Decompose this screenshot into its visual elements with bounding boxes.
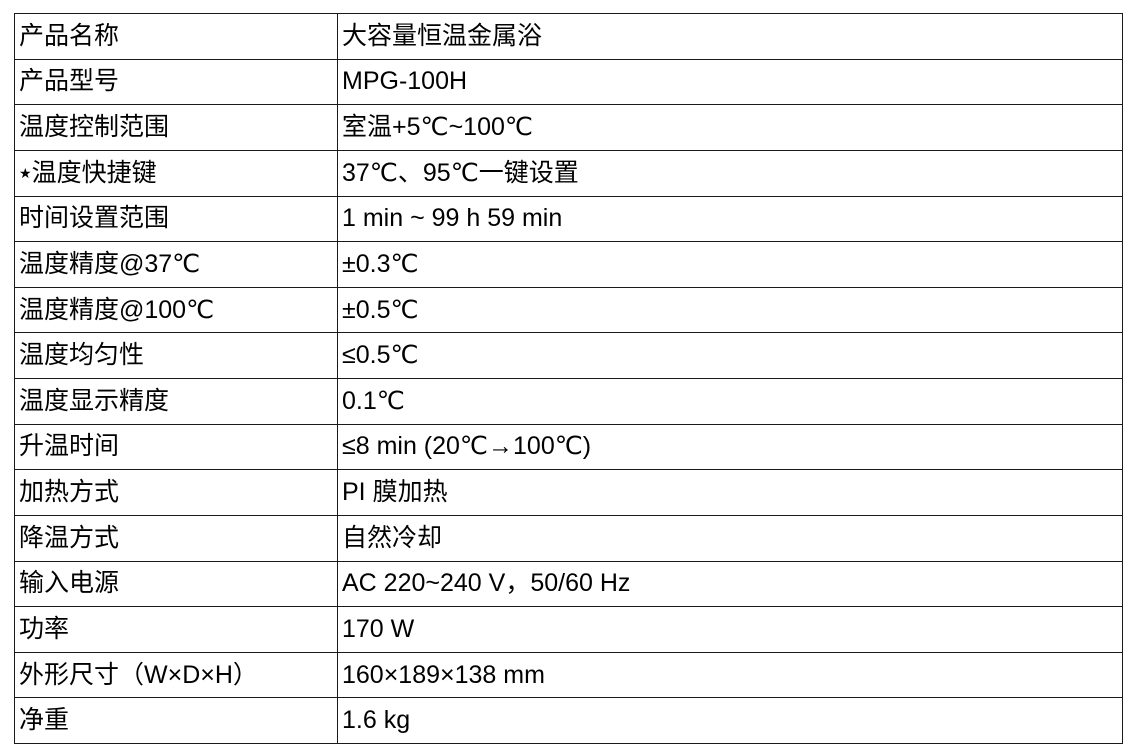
table-row: 外形尺寸（W×D×H） 160×189×138 mm: [15, 652, 1122, 699]
spec-label-cell: 加热方式: [15, 470, 338, 515]
spec-label-cell: 温度精度@37℃: [15, 242, 338, 287]
spec-value: 1.6 kg: [342, 706, 411, 735]
spec-label-cell: 产品型号: [15, 59, 338, 105]
spec-value: PI 膜加热: [342, 478, 448, 507]
spec-label-cell: 降温方式: [15, 515, 338, 561]
table-row: 加热方式 PI 膜加热: [15, 470, 1122, 516]
spec-label: 温度控制范围: [19, 113, 170, 142]
star-marker: ★: [19, 165, 32, 182]
spec-value: 室温+5℃~100℃: [342, 113, 533, 142]
table-row: 降温方式 自然冷却: [15, 515, 1122, 562]
table-row: 功率 170 W: [15, 607, 1122, 653]
spec-label-cell: 温度控制范围: [15, 105, 338, 150]
spec-value: AC 220~240 V，50/60 Hz: [342, 569, 631, 598]
spec-value: ≤8 min (20℃→100℃): [342, 432, 592, 461]
spec-label-cell: 时间设置范围: [15, 196, 338, 242]
table-row: 温度精度@37℃ ±0.3℃: [15, 242, 1122, 288]
spec-label-cell: ★ 温度快捷键: [15, 150, 338, 196]
spec-label-cell: 温度均匀性: [15, 333, 338, 378]
spec-label: 温度快捷键: [31, 158, 157, 187]
spec-label: 加热方式: [19, 478, 120, 507]
spec-label-cell: 温度精度@100℃: [15, 287, 338, 333]
spec-label-cell: 升温时间: [15, 424, 338, 470]
table-row: 输入电源 AC 220~240 V，50/60 Hz: [15, 561, 1122, 608]
spec-value: 37℃、95℃一键设置: [342, 158, 579, 187]
spec-label-cell: 外形尺寸（W×D×H）: [15, 652, 338, 698]
table-row: 升温时间 ≤8 min (20℃→100℃): [15, 424, 1122, 471]
spec-label: 产品名称: [19, 21, 120, 50]
spec-label: 升温时间: [19, 432, 120, 461]
spec-value: 0.1℃: [342, 386, 405, 415]
table-row: 温度精度@100℃ ±0.5℃: [15, 287, 1122, 334]
table-row: 时间设置范围 1 min ~ 99 h 59 min: [15, 196, 1122, 243]
spec-label: 温度均匀性: [19, 341, 145, 370]
spec-value: 大容量恒温金属浴: [342, 21, 543, 50]
table-row: 温度均匀性 ≤0.5℃: [15, 333, 1122, 379]
spec-label-cell: 温度显示精度: [15, 379, 338, 424]
spec-label-cell: 净重: [15, 698, 338, 743]
spec-value: 170 W: [342, 614, 415, 643]
spec-label: 输入电源: [19, 569, 120, 598]
table-row: 温度显示精度 0.1℃: [15, 379, 1122, 425]
spec-value: 160×189×138 mm: [342, 660, 545, 689]
spec-label: 温度精度@100℃: [19, 295, 215, 324]
spec-label: 温度显示精度: [19, 386, 170, 415]
spec-label: 外形尺寸（W×D×H）: [19, 660, 258, 689]
table-row: 产品名称 大容量恒温金属浴: [15, 14, 1122, 60]
spec-label: 功率: [19, 614, 70, 643]
table-row: 产品型号 MPG-100H: [15, 59, 1122, 106]
spec-value: 1 min ~ 99 h 59 min: [342, 204, 563, 233]
product-spec-table: 产品名称 大容量恒温金属浴 产品型号 MPG-100H 温度控制范围 室温+5℃…: [14, 13, 1123, 744]
spec-label: 降温方式: [19, 523, 120, 552]
spec-label: 时间设置范围: [19, 204, 170, 233]
table-row: ★ 温度快捷键 37℃、95℃一键设置: [15, 150, 1122, 197]
spec-label-cell: 功率: [15, 607, 338, 652]
spec-value: MPG-100H: [342, 67, 468, 96]
spec-value: ±0.3℃: [342, 249, 419, 278]
spec-label: 温度精度@37℃: [19, 249, 201, 278]
spec-label: 产品型号: [19, 67, 120, 96]
spec-label: 净重: [19, 706, 70, 735]
spec-value: 自然冷却: [342, 523, 443, 552]
spec-label-cell: 输入电源: [15, 561, 338, 607]
spec-value: ±0.5℃: [342, 295, 419, 324]
spec-label-cell: 产品名称: [15, 14, 338, 59]
table-row: 温度控制范围 室温+5℃~100℃: [15, 105, 1122, 151]
table-row: 净重 1.6 kg: [15, 698, 1122, 743]
spec-value: ≤0.5℃: [342, 341, 419, 370]
